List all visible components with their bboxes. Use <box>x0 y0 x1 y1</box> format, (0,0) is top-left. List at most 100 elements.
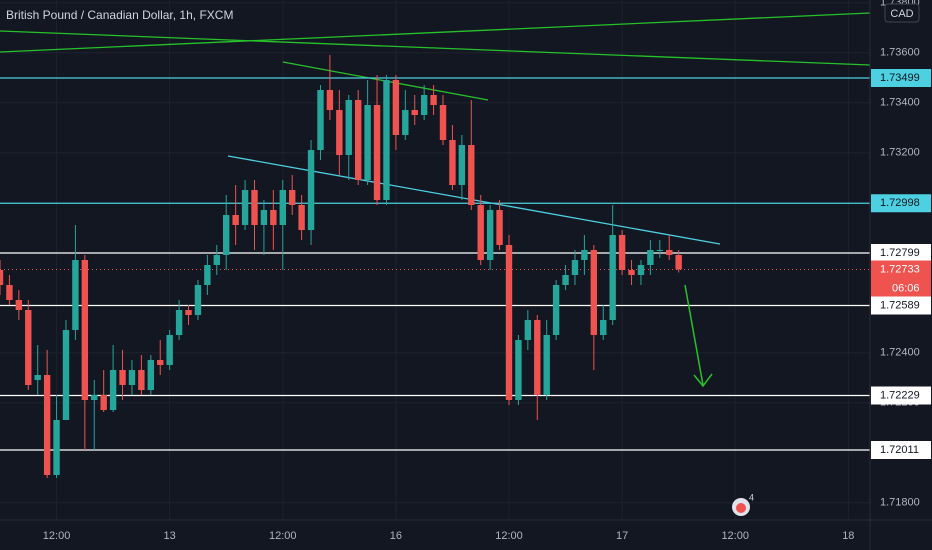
candle-body <box>138 370 145 390</box>
x-tick-label: 18 <box>842 530 854 542</box>
level-label-box <box>871 441 931 459</box>
y-tick-label: 1.72400 <box>880 347 920 359</box>
candle-body <box>317 90 324 150</box>
candle-body <box>534 320 541 395</box>
candle-body <box>336 110 343 155</box>
candle-body <box>147 360 155 390</box>
y-tick-label: 1.73600 <box>880 47 920 59</box>
candle-body <box>6 285 13 300</box>
x-tick-label: 12:00 <box>495 530 523 542</box>
candle-body <box>345 100 352 155</box>
candle-body <box>157 360 164 365</box>
candle-body <box>354 100 362 180</box>
alert-count: 4 <box>749 492 754 502</box>
candle-body <box>628 270 635 275</box>
candle-body <box>241 190 249 225</box>
arrow <box>684 284 713 388</box>
x-tick-label: 12:00 <box>721 530 749 542</box>
candle-body <box>194 285 202 315</box>
candle-body <box>392 80 400 135</box>
candle-body <box>91 395 98 400</box>
candle-body <box>25 310 32 385</box>
candle-body <box>119 370 126 385</box>
candle-body <box>53 420 60 475</box>
candle-body <box>637 265 645 275</box>
x-tick-label: 16 <box>390 530 402 542</box>
trend-line <box>0 12 871 53</box>
candle-body <box>420 95 428 115</box>
currency-box[interactable] <box>884 3 920 23</box>
candle-body <box>81 260 89 400</box>
trend-line <box>0 30 871 66</box>
level-label: 1.72589 <box>880 299 920 311</box>
candle-body <box>288 190 296 205</box>
candle-body <box>166 335 173 365</box>
candle-body <box>647 250 654 265</box>
candle-body <box>251 190 258 225</box>
candle-body <box>656 250 664 251</box>
candle-body <box>15 300 23 310</box>
candle-body <box>675 255 682 270</box>
alert-icon-inner <box>736 503 746 513</box>
level-label: 1.72799 <box>880 247 920 259</box>
countdown: 06:06 <box>892 282 920 294</box>
candle-body <box>62 330 70 420</box>
candle-body <box>43 375 51 475</box>
level-label-box <box>871 296 931 315</box>
candle-body <box>543 335 550 395</box>
candle-body <box>383 80 390 200</box>
candle-body <box>100 395 107 410</box>
currency[interactable]: CAD <box>890 8 913 20</box>
candle-body <box>298 205 305 230</box>
candle-body <box>279 190 286 225</box>
last-price-label: 1.72733 <box>880 263 920 275</box>
candle-body <box>552 285 560 335</box>
chart-title: British Pound / Canadian Dollar, 1h, FXC… <box>6 8 233 22</box>
candle-body <box>505 245 513 400</box>
candle-body <box>260 210 268 225</box>
candle-body <box>402 110 409 135</box>
candle-body <box>223 215 230 255</box>
candle-body <box>458 145 466 185</box>
y-tick-label: 1.73200 <box>880 147 920 159</box>
candle-body <box>571 260 579 275</box>
candle-body <box>307 150 315 230</box>
levels <box>0 77 870 451</box>
candle-body <box>364 105 371 180</box>
candle-body <box>175 310 183 335</box>
candle-body <box>128 370 136 385</box>
level-label-box <box>871 69 931 87</box>
level-label: 1.72229 <box>880 389 920 401</box>
candle-body <box>477 205 484 260</box>
candle-body <box>270 210 277 225</box>
candle-body <box>600 320 607 335</box>
level-label: 1.72011 <box>880 444 919 456</box>
level-label: 1.73499 <box>880 72 920 84</box>
x-tick-label: 13 <box>164 530 176 542</box>
candle-body <box>109 370 117 410</box>
candle-body <box>34 375 41 380</box>
level-label-box <box>871 386 931 405</box>
x-tick-label: 17 <box>616 530 628 542</box>
candle-body <box>439 105 447 140</box>
candle-body <box>666 250 673 255</box>
level-label-box <box>871 244 931 262</box>
candle-body <box>72 260 79 330</box>
candle-body <box>524 320 532 340</box>
candle-body <box>515 340 522 400</box>
level-label-box <box>871 194 931 213</box>
candle-body <box>486 210 494 260</box>
candle-body <box>562 275 569 285</box>
candle-body <box>430 95 437 105</box>
candle-body <box>590 250 598 335</box>
level-label: 1.72998 <box>880 197 920 209</box>
candle-body <box>232 215 239 225</box>
candle-body <box>326 90 334 110</box>
candle-body <box>468 145 475 205</box>
candle-body <box>204 265 211 285</box>
candle-body <box>581 250 588 260</box>
axes: 1.738001.736001.734001.732001.724001.722… <box>43 0 931 542</box>
candle-body <box>618 235 626 270</box>
